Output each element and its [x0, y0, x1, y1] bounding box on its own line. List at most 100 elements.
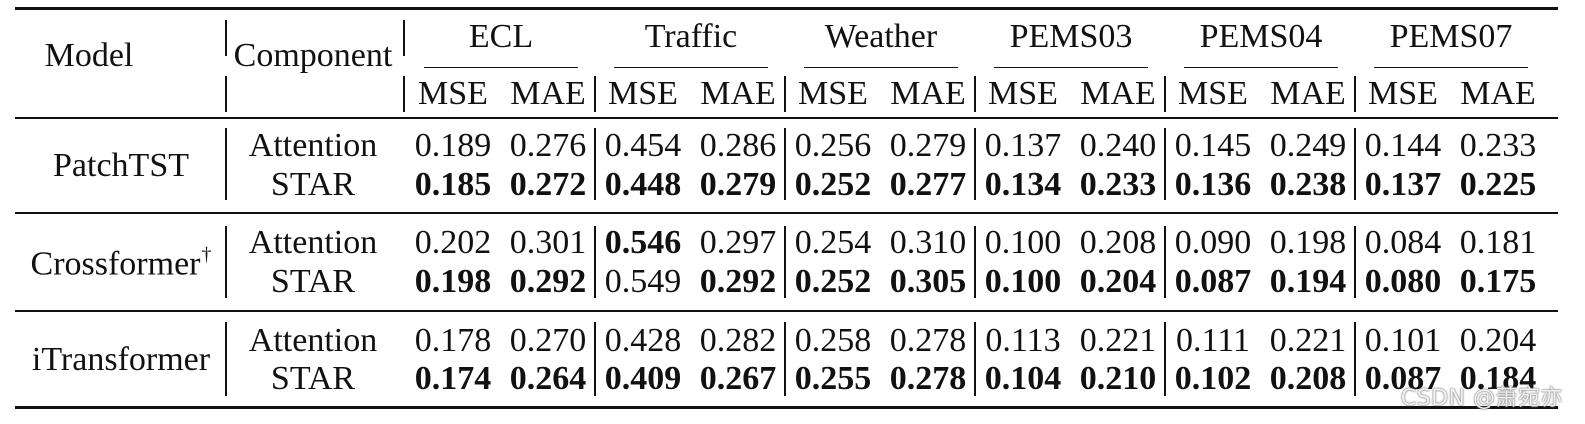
metric-value-cell: 0.301 — [509, 224, 587, 261]
metric-value-cell: 0.428 — [604, 322, 682, 359]
column-separator — [1164, 76, 1166, 112]
column-separator — [784, 128, 786, 200]
metric-value-cell: 0.233 — [1459, 127, 1537, 164]
metric-value-cell: 0.256 — [794, 127, 872, 164]
metric-header-mae: MAE — [1080, 75, 1156, 112]
metric-header-mae: MAE — [1270, 75, 1346, 112]
dataset-header-ecl: ECL — [468, 18, 534, 55]
metric-value-cell: 0.102 — [1174, 360, 1252, 397]
metric-value-cell: 0.270 — [509, 322, 587, 359]
metric-value-cell: 0.137 — [984, 127, 1062, 164]
model-name: Crossformer† — [31, 244, 212, 281]
model-name-text: PatchTST — [53, 146, 189, 184]
column-separator — [1164, 226, 1166, 298]
dataset-header-pems07: PEMS07 — [1389, 18, 1513, 55]
column-separator — [594, 322, 596, 396]
dataset-header-underline — [424, 67, 578, 68]
metric-value-cell: 0.111 — [1176, 322, 1250, 359]
dataset-header-traffic: Traffic — [644, 18, 738, 55]
metric-value-cell: 0.208 — [1079, 224, 1157, 261]
metric-value-cell: 0.278 — [889, 360, 967, 397]
metric-value-cell: 0.292 — [699, 263, 777, 300]
metric-header-mse: MSE — [988, 75, 1058, 112]
metric-value-cell: 0.279 — [699, 166, 777, 203]
column-separator — [594, 76, 596, 112]
model-name-text: iTransformer — [31, 341, 211, 378]
dataset-header-pems04: PEMS04 — [1199, 18, 1323, 55]
metric-value-cell: 0.454 — [604, 127, 682, 164]
metric-value-cell: 0.184 — [1459, 360, 1537, 397]
column-separator — [1164, 128, 1166, 200]
dataset-header-underline — [614, 67, 768, 68]
metric-value-cell: 0.084 — [1364, 224, 1442, 261]
metric-value-cell: 0.546 — [604, 224, 682, 261]
metric-value-cell: 0.255 — [794, 360, 872, 397]
metric-value-cell: 0.134 — [984, 166, 1062, 203]
results-table: Model Component ECL MSE MAE Traffic MSE MAE We… — [15, 0, 1558, 424]
metric-value-cell: 0.254 — [794, 224, 872, 261]
metric-value-cell: 0.297 — [699, 224, 777, 261]
metric-value-cell: 0.282 — [699, 322, 777, 359]
metric-value-cell: 0.549 — [604, 263, 682, 300]
metric-value-cell: 0.136 — [1174, 166, 1252, 203]
metric-value-cell: 0.208 — [1269, 360, 1347, 397]
column-separator — [974, 322, 976, 396]
column-separator — [974, 76, 976, 112]
metric-header-mse: MSE — [418, 75, 488, 112]
metric-value-cell: 0.189 — [414, 127, 492, 164]
column-separator — [1164, 322, 1166, 396]
table-top-rule — [15, 7, 1558, 10]
metric-value-cell: 0.198 — [1269, 224, 1347, 261]
metric-value-cell: 0.233 — [1079, 166, 1157, 203]
column-separator — [784, 322, 786, 396]
metric-value-cell: 0.202 — [414, 224, 492, 261]
metric-value-cell: 0.198 — [414, 263, 492, 300]
metric-value-cell: 0.221 — [1269, 322, 1347, 359]
metric-value-cell: 0.080 — [1364, 263, 1442, 300]
metric-value-cell: 0.144 — [1364, 127, 1442, 164]
component-column-header: Component — [233, 37, 393, 74]
metric-value-cell: 0.292 — [509, 263, 587, 300]
metric-header-mae: MAE — [700, 75, 776, 112]
model-column-header: Model — [44, 37, 134, 74]
metric-value-cell: 0.278 — [889, 322, 967, 359]
metric-value-cell: 0.090 — [1174, 224, 1252, 261]
dataset-header-weather: Weather — [824, 18, 938, 55]
metric-value-cell: 0.185 — [414, 166, 492, 203]
metric-value-cell: 0.178 — [414, 322, 492, 359]
dagger-footnote-mark: † — [201, 243, 212, 265]
metric-value-cell: 0.194 — [1269, 263, 1347, 300]
metric-header-mae: MAE — [890, 75, 966, 112]
dataset-header-pems03: PEMS03 — [1009, 18, 1133, 55]
metric-value-cell: 0.100 — [984, 263, 1062, 300]
column-separator — [225, 20, 227, 56]
metric-value-cell: 0.087 — [1364, 360, 1442, 397]
metric-value-cell: 0.238 — [1269, 166, 1347, 203]
metric-value-cell: 0.310 — [889, 224, 967, 261]
metric-value-cell: 0.181 — [1459, 224, 1537, 261]
component-name: STAR — [270, 360, 356, 397]
metric-value-cell: 0.240 — [1079, 127, 1157, 164]
metric-value-cell: 0.258 — [794, 322, 872, 359]
column-separator — [225, 76, 227, 112]
metric-value-cell: 0.145 — [1174, 127, 1252, 164]
model-name: PatchTST — [53, 146, 189, 184]
metric-value-cell: 0.286 — [699, 127, 777, 164]
metric-header-mae: MAE — [1460, 75, 1536, 112]
metric-value-cell: 0.101 — [1364, 322, 1442, 359]
dataset-header-underline — [1184, 67, 1338, 68]
column-separator — [594, 128, 596, 200]
group-separator-rule — [15, 212, 1558, 214]
metric-value-cell: 0.305 — [889, 263, 967, 300]
metric-value-cell: 0.279 — [889, 127, 967, 164]
column-separator — [594, 226, 596, 298]
metric-value-cell: 0.264 — [509, 360, 587, 397]
metric-value-cell: 0.267 — [699, 360, 777, 397]
metric-header-mse: MSE — [1178, 75, 1248, 112]
model-name: iTransformer — [32, 343, 210, 377]
group-separator-rule — [15, 310, 1558, 312]
metric-header-mse: MSE — [798, 75, 868, 112]
metric-value-cell: 0.249 — [1269, 127, 1347, 164]
column-separator — [1354, 226, 1356, 298]
column-separator — [1354, 322, 1356, 396]
